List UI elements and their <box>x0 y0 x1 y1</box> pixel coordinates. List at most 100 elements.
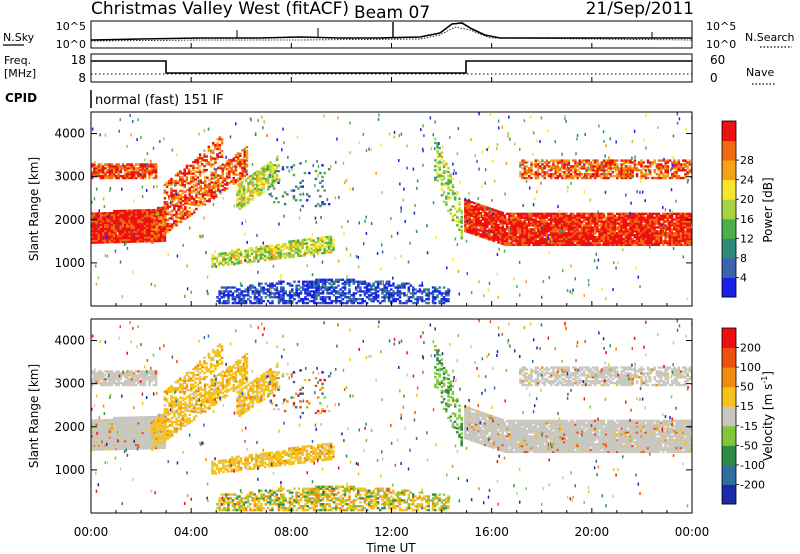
power-cell <box>220 301 224 305</box>
power-cell <box>449 181 452 184</box>
power-cell <box>635 232 639 235</box>
power-cell <box>620 218 623 221</box>
power-cell <box>523 243 527 247</box>
power-cell <box>210 185 213 188</box>
power-cell <box>552 216 555 219</box>
power-cell <box>203 164 206 168</box>
power-cell <box>110 239 114 242</box>
power-cell <box>248 258 252 262</box>
power-cell <box>152 210 156 214</box>
power-cell <box>589 235 593 239</box>
power-cell <box>516 228 520 231</box>
power-cell <box>677 174 681 178</box>
power-cell <box>438 146 441 150</box>
power-cell <box>139 240 142 243</box>
power-cell <box>626 234 630 237</box>
power-cell <box>339 296 342 299</box>
power-cell <box>549 220 553 223</box>
power-cell <box>290 244 293 247</box>
power-cell <box>447 174 450 178</box>
power-cell <box>119 171 123 174</box>
power-cell <box>499 232 502 235</box>
power-cell <box>468 213 472 217</box>
power-cell <box>262 187 266 190</box>
power-cell <box>600 173 604 176</box>
power-cell <box>536 173 540 176</box>
power-cell <box>299 286 303 289</box>
power-cell <box>212 183 216 186</box>
power-cell <box>97 212 101 215</box>
power-cell <box>629 159 632 162</box>
power-cell <box>690 234 692 237</box>
power-cell <box>662 224 665 227</box>
power-cell <box>168 179 171 183</box>
power-cell <box>503 228 507 231</box>
power-cell <box>516 239 520 243</box>
power-cell <box>530 212 533 216</box>
power-cell <box>670 214 674 217</box>
power-cell <box>346 299 349 303</box>
power-cell <box>224 259 227 263</box>
power-cell <box>569 224 573 227</box>
power-cell <box>585 243 588 247</box>
power-cell <box>684 222 687 225</box>
power-cell <box>272 248 276 251</box>
power-cell <box>472 232 476 236</box>
power-cell <box>390 284 393 287</box>
power-cell <box>207 147 211 150</box>
power-cell <box>609 218 612 221</box>
power-cell <box>113 239 116 242</box>
power-cell <box>505 237 509 241</box>
power-cell <box>565 237 568 241</box>
power-cell <box>310 296 314 299</box>
power-cell <box>282 288 285 291</box>
power-cell <box>447 209 450 213</box>
power-cell <box>642 220 645 223</box>
power-cell <box>477 213 480 216</box>
power-cell <box>128 213 131 216</box>
power-cell <box>624 218 628 221</box>
power-cell <box>184 206 187 209</box>
power-cell <box>146 236 149 239</box>
power-cell <box>681 237 685 241</box>
power-cell <box>222 258 225 261</box>
power-cell <box>154 216 158 219</box>
power-cell <box>412 294 415 297</box>
power-cell <box>609 237 612 241</box>
power-cell <box>662 212 665 216</box>
power-cell <box>629 214 632 217</box>
power-cell <box>201 197 205 200</box>
power-cell <box>177 208 180 212</box>
power-cell <box>286 254 289 257</box>
power-cell <box>468 229 472 232</box>
power-cell <box>221 177 224 180</box>
power-cell <box>132 167 136 170</box>
power-cell <box>132 234 136 237</box>
power-cell <box>585 174 588 178</box>
power-cell <box>556 241 560 245</box>
power-cell <box>527 237 531 241</box>
power-cell <box>248 249 252 252</box>
power-cell <box>95 241 98 244</box>
power-cell <box>124 215 127 218</box>
power-cell <box>598 169 601 172</box>
power-cell <box>552 226 555 229</box>
power-cell <box>218 301 221 305</box>
power-cell <box>541 174 544 178</box>
power-cell <box>560 237 564 241</box>
power-cell <box>108 225 112 228</box>
power-cell <box>154 167 158 170</box>
power-cell <box>257 249 260 253</box>
power-cell <box>486 221 489 225</box>
power-cell <box>128 173 131 176</box>
power-cell <box>165 193 169 196</box>
power-cell <box>538 214 542 217</box>
power-cell <box>316 237 320 240</box>
power-cell <box>479 225 483 228</box>
power-cell <box>677 239 681 243</box>
power-cell <box>662 234 665 237</box>
power-cell <box>615 222 619 225</box>
power-cell <box>230 162 233 166</box>
power-cell <box>631 239 634 243</box>
power-cell <box>119 225 123 228</box>
